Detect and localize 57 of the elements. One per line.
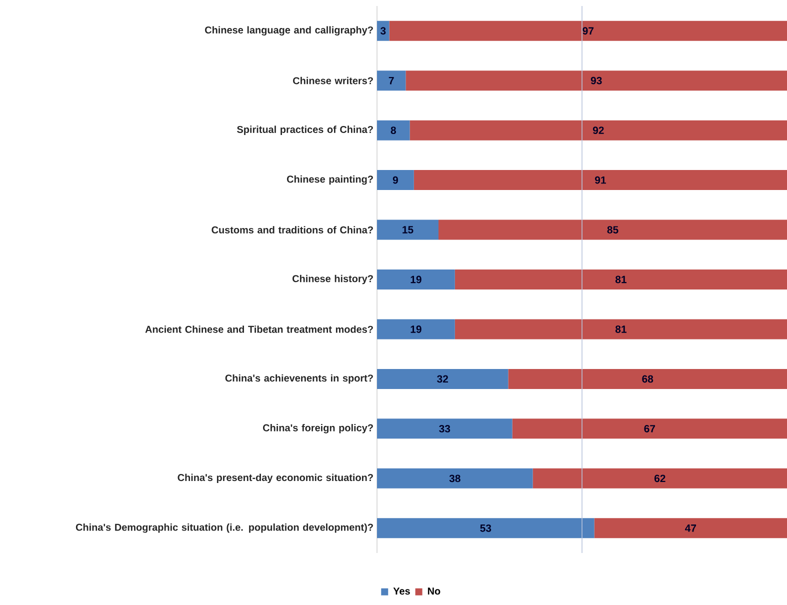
data-label: 81 <box>615 276 626 284</box>
data-label: 93 <box>590 76 602 84</box>
data-label: 53 <box>480 524 492 532</box>
data-label: 33 <box>439 424 450 432</box>
bar <box>377 120 410 140</box>
y-tick-label: Customs and traditions of China? <box>212 226 373 234</box>
bar <box>377 518 594 538</box>
data-label: 9 <box>392 176 398 184</box>
data-label: 97 <box>582 27 594 35</box>
bar <box>414 170 787 190</box>
bar <box>377 468 533 488</box>
data-label: 81 <box>615 326 626 333</box>
data-label: 92 <box>592 126 604 134</box>
data-label: 68 <box>642 375 654 383</box>
data-label: 38 <box>449 474 460 482</box>
bar <box>377 368 508 389</box>
y-tick-label: China's present-day economic situation? <box>178 474 373 484</box>
data-label: 19 <box>410 276 422 284</box>
bar <box>508 368 787 389</box>
data-label: 19 <box>410 326 422 333</box>
data-label: 8 <box>390 126 396 134</box>
y-tick-label: Chinese painting? <box>286 175 373 185</box>
bar <box>438 220 787 240</box>
data-label: 3 <box>380 27 386 35</box>
bar <box>377 220 438 240</box>
y-tick-label: Chinese history? <box>292 274 373 284</box>
data-label: 91 <box>595 176 606 184</box>
bar <box>454 319 787 340</box>
data-label: 62 <box>654 474 666 482</box>
bar <box>377 319 455 340</box>
y-tick-label: China's foreign policy? <box>263 424 373 434</box>
bar <box>389 20 787 41</box>
bar <box>406 70 787 91</box>
y-tick-label: Ancient Chinese and Tibetan treatment modes? <box>145 326 373 333</box>
bar <box>454 270 787 290</box>
legend-label: No <box>428 588 440 595</box>
bar <box>410 120 787 140</box>
data-label: 7 <box>388 77 394 84</box>
bar <box>377 418 512 439</box>
bar <box>377 170 414 190</box>
y-tick-label: China's achievenents in sport? <box>225 374 373 384</box>
bar <box>377 270 455 290</box>
y-tick-label: Chinese language and calligraphy? <box>205 26 373 36</box>
bar <box>377 70 406 91</box>
data-label: 32 <box>437 375 448 383</box>
y-tick-label: Spiritual practices of China? <box>237 126 373 135</box>
data-label: 47 <box>684 524 696 532</box>
bar <box>377 20 390 41</box>
bar <box>532 468 787 488</box>
legend-label: Yes <box>393 588 410 595</box>
data-label: 67 <box>644 424 656 432</box>
bar <box>594 518 787 538</box>
data-label: 85 <box>607 226 618 234</box>
y-tick-label: China's Demographic situation (i.e. population development)? <box>76 523 373 533</box>
data-label: 15 <box>402 226 414 234</box>
bar <box>512 418 787 439</box>
y-tick-label: Chinese writers? <box>293 76 373 84</box>
